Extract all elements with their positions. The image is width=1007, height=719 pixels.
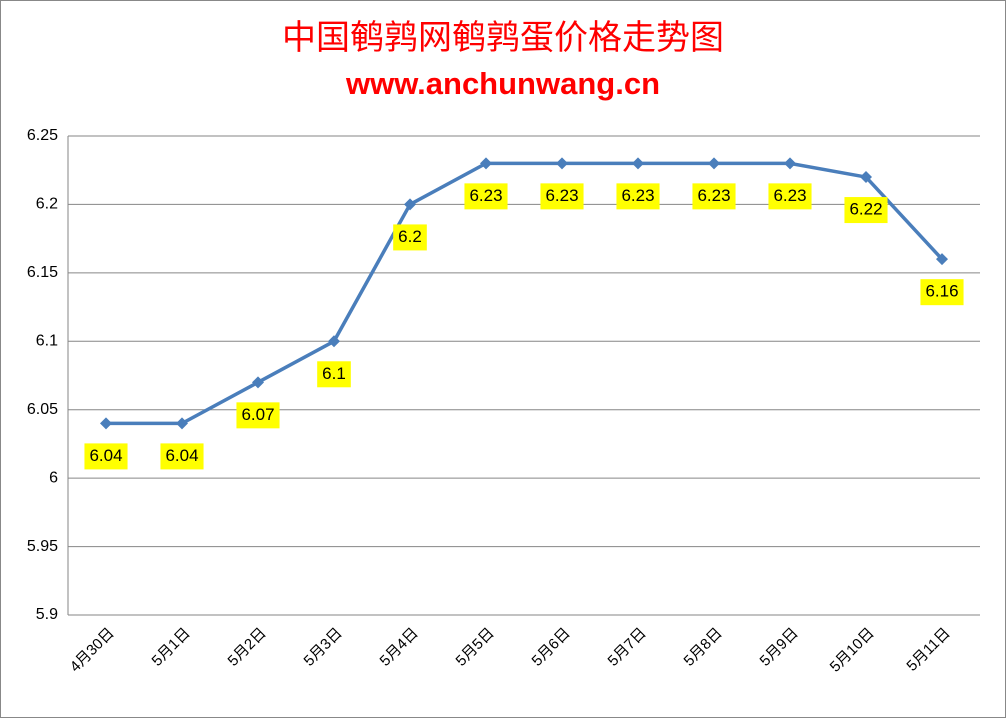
data-label-box [464, 183, 508, 210]
data-label: 6.23 [692, 183, 736, 210]
marker [860, 171, 872, 184]
data-label-box [236, 402, 280, 429]
data-label-box [540, 183, 584, 210]
data-label-box [84, 443, 128, 470]
data-label-text: 6.04 [89, 446, 122, 465]
data-label: 6.16 [920, 279, 964, 306]
data-label-text: 6.23 [545, 186, 578, 205]
y-tick-label: 6.05 [27, 401, 58, 418]
data-label-text: 6.23 [773, 186, 806, 205]
data-label-text: 6.16 [925, 282, 958, 301]
marker [784, 157, 796, 170]
y-tick-label: 5.95 [27, 538, 58, 555]
data-label: 6.04 [84, 443, 128, 470]
data-label: 6.23 [540, 183, 584, 210]
data-label: 6.22 [844, 197, 888, 224]
marker [100, 417, 112, 430]
y-tick-label: 5.9 [36, 606, 58, 623]
marker [632, 157, 644, 170]
data-label-box [844, 197, 888, 224]
data-label-text: 6.23 [621, 186, 654, 205]
data-label-text: 6.23 [697, 186, 730, 205]
y-tick-label: 6.15 [27, 264, 58, 281]
data-label-box [317, 361, 351, 388]
marker [708, 157, 720, 170]
data-label-text: 6.22 [849, 200, 882, 219]
data-label-box [920, 279, 964, 306]
marker [480, 157, 492, 170]
data-label-box [160, 443, 204, 470]
y-tick-label: 6.1 [36, 333, 58, 350]
data-label-text: 6.04 [165, 446, 198, 465]
data-label: 6.23 [768, 183, 812, 210]
marker [556, 157, 568, 170]
marker [404, 198, 416, 211]
y-tick-label: 6 [49, 469, 58, 486]
data-label: 6.1 [317, 361, 351, 388]
data-label-box [768, 183, 812, 210]
marker [936, 253, 948, 266]
data-label-box [616, 183, 660, 210]
y-tick-label: 6.25 [27, 127, 58, 144]
data-label: 6.23 [616, 183, 660, 210]
data-label: 6.23 [464, 183, 508, 210]
data-label-text: 6.1 [322, 364, 346, 383]
marker [252, 376, 264, 389]
data-label-text: 6.2 [398, 227, 422, 246]
data-label-text: 6.23 [469, 186, 502, 205]
data-label: 6.04 [160, 443, 204, 470]
data-label-box [393, 224, 427, 251]
data-label: 6.07 [236, 402, 280, 429]
y-tick-label: 6.2 [36, 196, 58, 213]
chart-title: 中国鹌鹑网鹌鹑蛋价格走势图 [282, 18, 724, 58]
chart-subtitle: www.anchunwang.cn [345, 66, 660, 101]
marker [328, 335, 340, 348]
line-series [106, 161, 944, 426]
data-label-text: 6.07 [241, 405, 274, 424]
data-label: 6.2 [393, 224, 427, 251]
marker [176, 417, 188, 430]
data-label-box [692, 183, 736, 210]
